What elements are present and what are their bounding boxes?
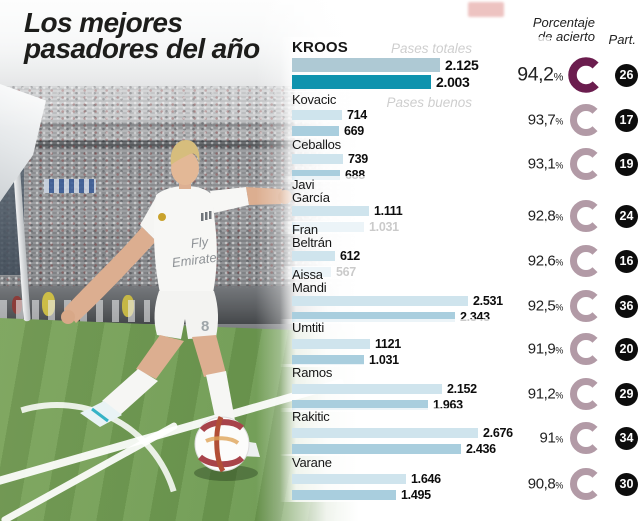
matches-badge: 24 <box>615 204 638 228</box>
good-passes-bar <box>292 125 339 136</box>
accuracy-value: 93,7% <box>527 111 564 129</box>
player-name: Rakitic <box>292 409 330 424</box>
player-name: Fran Beltrán <box>292 222 332 250</box>
player-rows: KROOS 2.125 2.003 94,2% 26 Kovacic 714 669 93,7%… <box>280 0 640 521</box>
accuracy-ring <box>570 468 602 500</box>
player-name: Ramos <box>292 365 333 380</box>
matches-badge: 16 <box>615 249 638 273</box>
good-passes-value: 2.436 <box>466 441 496 456</box>
total-passes-value: 2.676 <box>483 426 513 440</box>
player-row: Ceballos 739 688 93,1% 19 <box>280 136 640 189</box>
pass-bars: 2.125 2.003 <box>292 58 479 92</box>
total-passes-value: 2.152 <box>447 382 477 396</box>
player-name: Javi García <box>292 177 330 205</box>
total-passes-bar <box>292 339 370 350</box>
accuracy-value: 90,8% <box>527 475 564 493</box>
accuracy-ring <box>570 422 602 454</box>
accuracy-value: 94,2% <box>517 63 563 86</box>
good-passes-bar <box>292 354 364 365</box>
page-title: Los mejores pasadores del año <box>24 7 260 64</box>
accuracy-ring <box>568 57 604 93</box>
accuracy-value: 91,2% <box>527 385 564 403</box>
accuracy-value: 91% <box>539 429 564 447</box>
page-title-line1: Los mejores <box>24 7 183 38</box>
accuracy-value: 92,8% <box>527 207 564 225</box>
player-row: Rakitic 2.676 2.436 91% 34 <box>280 408 640 461</box>
good-passes-value: 2.003 <box>436 74 470 90</box>
good-passes-value: 1.963 <box>433 397 463 412</box>
total-passes-value: 612 <box>340 249 360 263</box>
good-passes-bar <box>292 311 455 322</box>
total-passes-value: 1.111 <box>374 204 403 218</box>
total-passes-bar <box>292 110 342 121</box>
accuracy-ring <box>570 148 602 180</box>
good-passes-value: 669 <box>344 123 364 138</box>
total-passes-bar <box>292 206 369 217</box>
accuracy-ring <box>570 245 602 277</box>
pass-bars: 714 669 <box>292 109 367 140</box>
accuracy-value: 92,5% <box>527 297 564 315</box>
accuracy-column-header: Porcentaje de acierto <box>533 16 595 44</box>
accuracy-value: 93,1% <box>527 155 564 173</box>
player-row: KROOS 2.125 2.003 94,2% 26 <box>280 37 640 93</box>
total-passes-bar <box>292 251 335 262</box>
passers-chart: Porcentaje de acierto Part. Pases totale… <box>280 0 640 521</box>
pass-bars: 2.152 1.963 <box>292 383 477 414</box>
total-passes-bar <box>292 58 440 72</box>
player-name: Umtiti <box>292 320 325 335</box>
matches-badge: 20 <box>615 337 638 361</box>
accuracy-ring <box>570 290 602 322</box>
player-row: Varane 1.646 1.495 90,8% 30 <box>280 454 640 507</box>
total-passes-bar <box>292 428 478 439</box>
accuracy-header-line1: Porcentaje <box>532 15 595 30</box>
matches-badge: 30 <box>615 472 638 496</box>
accuracy-value: 92,6% <box>527 252 564 270</box>
good-passes-bar <box>292 399 428 410</box>
accuracy-ring <box>570 104 602 136</box>
total-passes-value: 1121 <box>375 337 401 351</box>
player-name: Kovacic <box>292 92 337 107</box>
player-name: Aissa Mandi <box>292 267 327 295</box>
matches-badge: 36 <box>615 294 638 318</box>
good-passes-bar <box>292 169 340 180</box>
accuracy-value: 91,9% <box>527 340 564 358</box>
matches-badge: 19 <box>615 152 638 176</box>
player-row: Umtiti 1121 1.031 91,9% 20 <box>280 319 640 372</box>
player-name: KROOS <box>292 39 349 56</box>
total-passes-value: 1.646 <box>411 472 441 486</box>
player-row: Kovacic 714 669 93,7% 17 <box>280 91 640 144</box>
player-name: Varane <box>292 455 332 470</box>
total-passes-bar <box>292 474 406 485</box>
good-passes-value: 1.495 <box>401 487 431 502</box>
total-passes-value: 2.125 <box>445 57 479 73</box>
total-passes-bar <box>292 154 343 165</box>
good-passes-value: 1.031 <box>369 352 399 367</box>
total-passes-value: 739 <box>348 152 368 166</box>
matches-badge: 34 <box>615 426 638 450</box>
total-passes-value: 2.531 <box>473 294 503 308</box>
player-row: Ramos 2.152 1.963 91,2% 29 <box>280 364 640 417</box>
player-row: Aissa Mandi 2.531 2.343 92,5% 36 <box>280 266 640 324</box>
good-passes-bar <box>292 75 431 89</box>
matches-badge: 26 <box>615 63 638 87</box>
matches-column-header: Part. <box>608 32 636 47</box>
accuracy-header-line2: de acierto <box>537 29 595 44</box>
total-passes-value: 714 <box>347 108 367 122</box>
accuracy-ring <box>570 333 602 365</box>
good-passes-bar <box>292 489 396 500</box>
player-name: Ceballos <box>292 137 341 152</box>
total-passes-bar <box>292 296 468 307</box>
matches-badge: 17 <box>615 108 638 132</box>
total-passes-bar <box>292 384 442 395</box>
pass-bars: 2.676 2.436 <box>292 427 513 458</box>
pass-bars: 1121 1.031 <box>292 338 401 369</box>
accuracy-ring <box>570 378 602 410</box>
matches-badge: 29 <box>615 382 638 406</box>
good-passes-bar <box>292 443 461 454</box>
pass-bars: 1.646 1.495 <box>292 473 441 504</box>
broadcast-logo <box>468 2 504 17</box>
page-title-line2: pasadores del año <box>24 33 260 64</box>
accuracy-ring <box>570 200 602 232</box>
